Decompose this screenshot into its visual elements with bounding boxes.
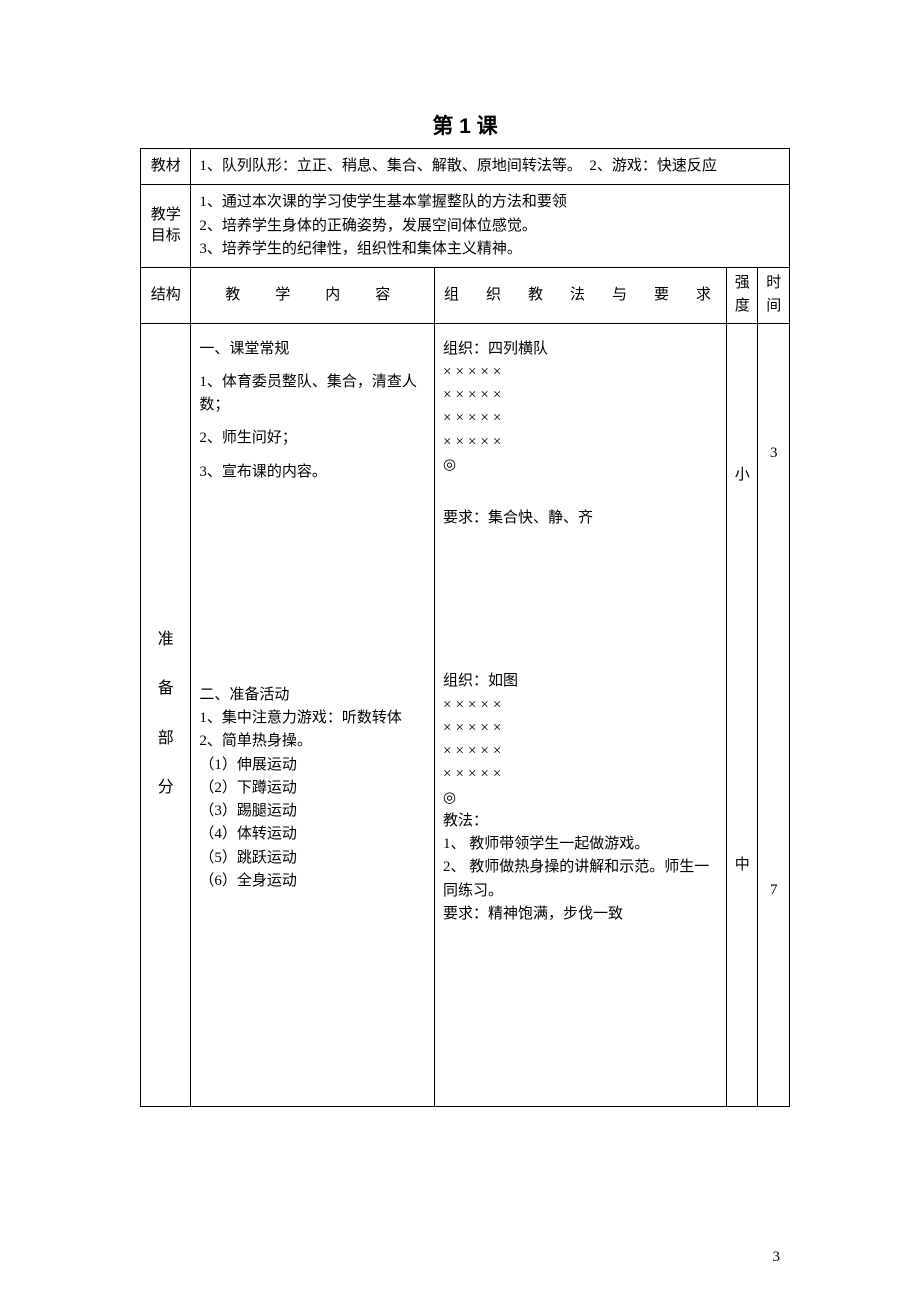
hdr-time: 时间 [758,268,790,324]
material-label: 教材 [141,149,191,185]
s1-req: 要求：集合快、静、齐 [443,507,718,530]
goal-text: 1、通过本次课的学习使学生基本掌握整队的方法和要领 2、培养学生身体的正确姿势，… [191,185,790,268]
s1-line1: 1、体育委员整队、集合，清查人数； [199,371,426,418]
row-material: 教材 1、队列队形：立正、稍息、集合、解散、原地间转法等。 2、游戏：快速反应 [141,149,790,185]
s1-time: 3 [758,442,789,465]
s1-org-h: 组织：四列横队 [443,338,718,361]
s2-method1: 1、 教师带领学生一起做游戏。 [443,833,718,856]
s2-form2: ××××× [443,717,718,740]
page-title: 第 1 课 [140,110,790,140]
s1-intensity: 小 [727,464,758,487]
row-prep: 准 备 部 分 一、课堂常规 1、体育委员整队、集合，清查人数； 2、师生问好；… [141,323,790,1106]
hdr-intensity: 强度 [726,268,758,324]
prep-org: 组织：四列横队 ××××× ××××× ××××× ××××× ◎ 要求：集合快… [435,323,727,1106]
s1-line2: 2、师生问好； [199,427,426,450]
s2-line2: 2、简单热身操。 [199,730,426,753]
hdr-content: 教 学 内 容 [191,268,435,324]
s1-line3: 3、宣布课的内容。 [199,461,426,484]
hdr-struct: 结构 [141,268,191,324]
s2-teacher-icon: ◎ [443,787,718,810]
s2-form1: ××××× [443,694,718,717]
s2-sub5: （5）跳跃运动 [199,847,426,870]
prep-intensity: 小 中 [726,323,758,1106]
lesson-plan-page: 第 1 课 教材 1、队列队形：立正、稍息、集合、解散、原地间转法等。 2、游戏… [0,0,920,1296]
s1-heading: 一、课堂常规 [199,338,426,361]
s2-sub2: （2）下蹲运动 [199,777,426,800]
s2-line1: 1、集中注意力游戏：听数转体 [199,707,426,730]
s2-req: 要求：精神饱满，步伐一致 [443,903,718,926]
s2-sub6: （6）全身运动 [199,870,426,893]
prep-content: 一、课堂常规 1、体育委员整队、集合，清查人数； 2、师生问好； 3、宣布课的内… [191,323,435,1106]
prep-time: 3 7 [758,323,790,1106]
s2-intensity: 中 [727,854,758,877]
s2-sub4: （4）体转运动 [199,823,426,846]
s2-sub1: （1）伸展运动 [199,754,426,777]
s1-form2: ××××× [443,384,718,407]
page-number: 3 [773,1249,781,1266]
prep-label: 准 备 部 分 [141,323,191,1106]
s2-method-h: 教法： [443,810,718,833]
s1-form3: ××××× [443,407,718,430]
row-header: 结构 教 学 内 容 组 织 教 法 与 要 求 强度 时间 [141,268,790,324]
s2-form4: ××××× [443,763,718,786]
lesson-table: 教材 1、队列队形：立正、稍息、集合、解散、原地间转法等。 2、游戏：快速反应 … [140,148,790,1107]
goal-label: 教学目标 [141,185,191,268]
row-goal: 教学目标 1、通过本次课的学习使学生基本掌握整队的方法和要领 2、培养学生身体的… [141,185,790,268]
s2-time: 7 [758,879,789,902]
s2-heading: 二、准备活动 [199,684,426,707]
s2-form3: ××××× [443,740,718,763]
s2-sub3: （3）踢腿运动 [199,800,426,823]
s1-form4: ××××× [443,431,718,454]
material-text: 1、队列队形：立正、稍息、集合、解散、原地间转法等。 2、游戏：快速反应 [191,149,790,185]
s1-form1: ××××× [443,361,718,384]
s2-method2: 2、 教师做热身操的讲解和示范。师生一同练习。 [443,856,718,903]
hdr-org: 组 织 教 法 与 要 求 [435,268,727,324]
s1-teacher-icon: ◎ [443,454,718,477]
s2-org-h: 组织：如图 [443,670,718,693]
